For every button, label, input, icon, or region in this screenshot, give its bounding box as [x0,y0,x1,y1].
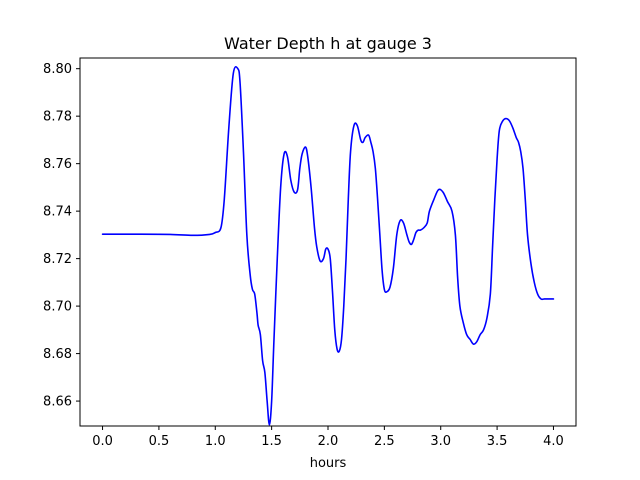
x-tick-label: 4.0 [543,434,564,449]
water-depth-series-line [101,65,555,426]
x-tick-label: 2.5 [374,434,395,449]
plot-area-frame [79,57,577,427]
x-tick-label: 1.0 [205,434,226,449]
y-tick-label: 8.68 [43,347,72,362]
y-tick-label: 8.76 [43,157,72,172]
y-tick-label: 8.66 [43,395,72,410]
x-tick-label: 0.0 [92,434,113,449]
x-tick-label: 1.5 [261,434,282,449]
y-axis-ticks: 8.66 8.68 8.70 8.72 8.74 8.76 8.78 8.80 [43,62,80,410]
x-tick-label: 0.5 [149,434,170,449]
x-axis-label: hours [310,456,347,471]
x-tick-label: 2.0 [318,434,339,449]
x-tick-label: 3.0 [430,434,451,449]
y-tick-label: 8.74 [43,205,72,220]
x-axis-ticks: 0.0 0.5 1.0 1.5 2.0 2.5 3.0 3.5 4.0 [92,426,564,449]
y-tick-label: 8.70 [43,300,72,315]
x-tick-label: 3.5 [487,434,508,449]
y-tick-label: 8.80 [43,62,72,77]
chart-title: Water Depth h at gauge 3 [224,34,432,53]
y-tick-label: 8.72 [43,252,72,267]
y-tick-label: 8.78 [43,110,72,125]
